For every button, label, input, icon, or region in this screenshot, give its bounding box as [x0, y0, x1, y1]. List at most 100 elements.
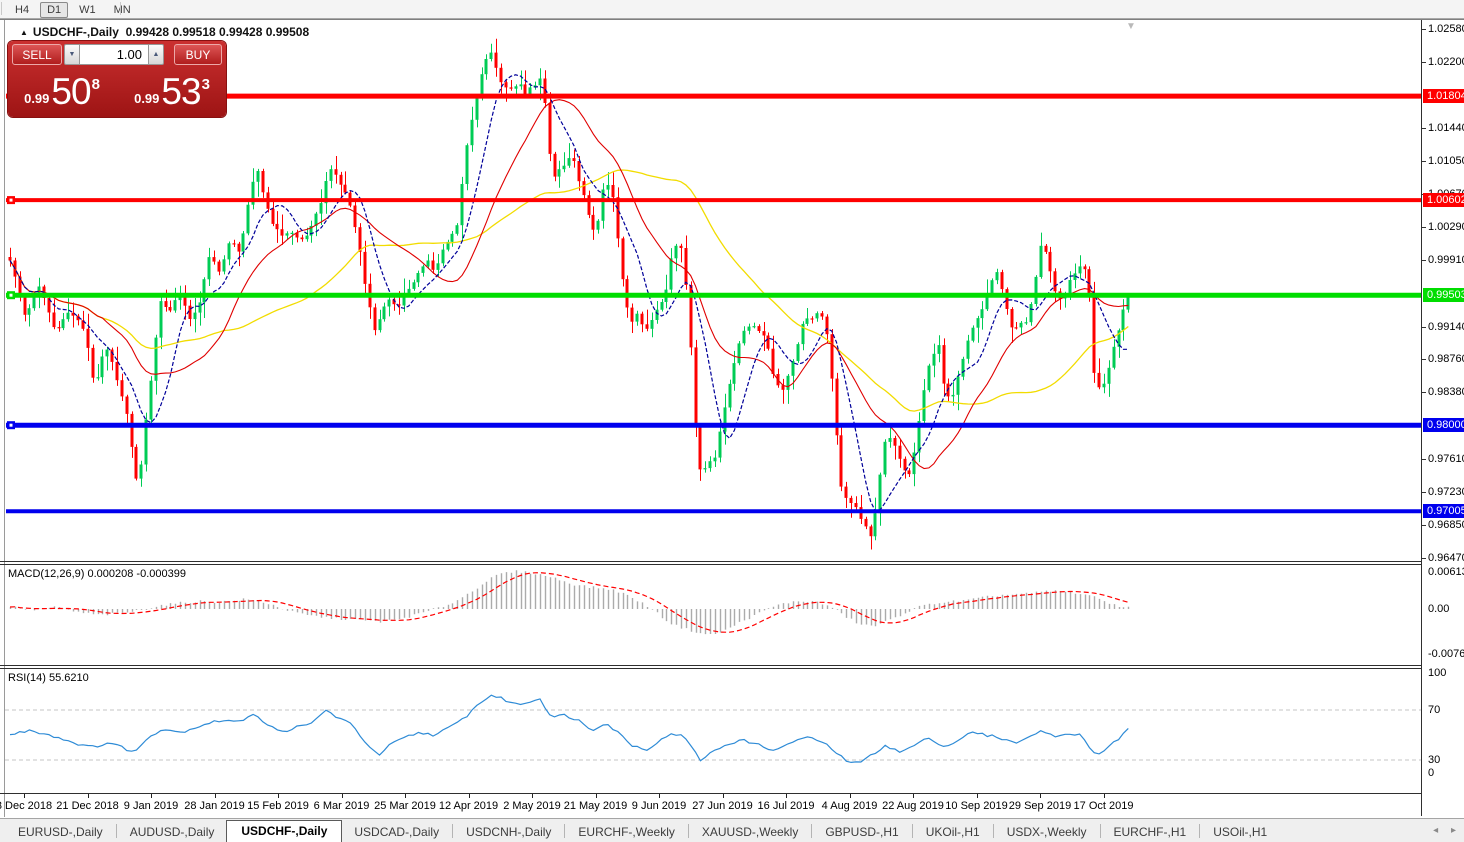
buy-price[interactable]: 0.99 53 3: [118, 67, 226, 115]
timeframe-button-mn[interactable]: MN: [113, 4, 131, 16]
date-label: 16 Jul 2019: [757, 800, 815, 812]
price-tag: 1.01804: [1423, 89, 1464, 104]
chart-tab-xauusd[interactable]: XAUUSD-,Weekly: [701, 825, 799, 839]
timeframe-button-d1[interactable]: D1: [40, 2, 69, 18]
axis-tick: [87, 794, 89, 798]
volume-decrease-button[interactable]: ▼: [64, 44, 80, 65]
price-label: 0.99140: [1428, 320, 1464, 333]
chart-tab-usdchf[interactable]: USDCHF-,Daily: [226, 820, 343, 842]
price-chart[interactable]: [5, 21, 1421, 561]
rsi-panel[interactable]: [5, 669, 1421, 793]
price-label: 0.98760: [1428, 353, 1464, 366]
chart-tab-usdcnh[interactable]: USDCNH-,Daily: [466, 825, 552, 839]
chart-header: ▲ USDCHF-,Daily 0.99428 0.99518 0.99428 0…: [20, 25, 309, 39]
price-label: 1.02200: [1428, 55, 1464, 68]
scroll-right-icon[interactable]: ▸: [1450, 825, 1456, 836]
price-label: 1.01440: [1428, 121, 1464, 134]
date-label: 4 Aug 2019: [821, 800, 878, 812]
tab-separator: [911, 824, 913, 838]
sell-button[interactable]: SELL: [12, 44, 62, 65]
axis-tick: [1422, 61, 1426, 63]
chart-tab-usdcad[interactable]: USDCAD-,Daily: [354, 825, 440, 839]
collapse-icon[interactable]: ▲: [20, 28, 28, 37]
chart-shift-icon[interactable]: ▼: [1126, 21, 1136, 32]
ohlc-values: 0.99428 0.99518 0.99428 0.99508: [125, 25, 310, 39]
sell-price-big: 50: [51, 71, 91, 112]
sell-price[interactable]: 0.99 50 8: [8, 67, 116, 115]
axis-tick: [214, 794, 216, 798]
date-label: 10 Sep 2019: [945, 800, 1008, 812]
tab-separator: [564, 824, 566, 838]
axis-tick: [1422, 557, 1426, 559]
panel-divider[interactable]: [0, 665, 1421, 666]
sell-price-prefix: 0.99: [24, 91, 50, 106]
price-label: 0.98380: [1428, 386, 1464, 399]
date-label: 21 May 2019: [563, 800, 628, 812]
axis-tick: [151, 794, 152, 798]
triangle-up-icon: ▲: [152, 51, 160, 58]
chart-tab-gbpusd[interactable]: GBPUSD-,H1: [825, 825, 899, 839]
macd-label: MACD(12,26,9) 0.000208 -0.000399: [8, 568, 186, 580]
toolbar-grip: [1, 2, 2, 15]
date-label: 6 Mar 2019: [313, 800, 370, 812]
tab-separator: [687, 824, 689, 838]
chart-tab-audusd[interactable]: AUDUSD-,Daily: [129, 825, 215, 839]
chart-tab-eurchf[interactable]: EURCHF-,H1: [1113, 825, 1187, 839]
axis-tick: [1422, 161, 1426, 163]
axis-tick: [659, 794, 660, 798]
macd-panel[interactable]: [5, 565, 1421, 665]
price-label: 0.96470: [1428, 551, 1464, 564]
chart-tab-usdx[interactable]: USDX-,Weekly: [1006, 825, 1087, 839]
panel-divider: [0, 668, 1421, 669]
buy-price-big: 53: [161, 71, 201, 112]
axis-tick: [341, 794, 343, 798]
timeframe-buttons: H4 D1 W1 MN: [6, 0, 140, 18]
axis-tick: [1422, 359, 1426, 361]
timeframe-button-h4[interactable]: H4: [15, 4, 30, 16]
price-axis[interactable]: 1.025801.022001.014401.010501.006701.002…: [1422, 20, 1464, 817]
price-tag: 0.99503: [1423, 288, 1464, 303]
chart-window: ▲ USDCHF-,Daily 0.99428 0.99518 0.99428 0…: [0, 19, 1464, 817]
price-label: 1.01050: [1428, 155, 1464, 168]
date-label: 9 Jan 2019: [123, 800, 179, 812]
price-tag: 0.98000: [1423, 418, 1464, 433]
tab-separator: [115, 824, 117, 838]
axis-tick: [1422, 326, 1426, 328]
window-border: [4, 20, 5, 817]
rsi-axis-label: 100: [1428, 666, 1447, 679]
price-label: 1.02580: [1428, 23, 1464, 35]
triangle-down-icon: ▼: [68, 51, 76, 58]
time-axis[interactable]: 3 Dec 2018 21 Dec 2018 9 Jan 2019 28 Jan 20…: [0, 794, 1421, 817]
chart-tab-eurusd[interactable]: EURUSD-,Daily: [18, 825, 103, 839]
axis-tick: [786, 794, 787, 798]
chart-tab-eurchf[interactable]: EURCHF-,Weekly: [578, 825, 675, 839]
buy-button[interactable]: BUY: [174, 44, 222, 65]
date-label: 3 Dec 2018: [0, 800, 53, 812]
chart-tab-ukoil[interactable]: UKOil-,H1: [925, 825, 980, 839]
price-tag: 0.97005: [1423, 504, 1464, 519]
volume-input[interactable]: [80, 44, 148, 65]
axis-tick: [1103, 794, 1105, 798]
scroll-left-icon[interactable]: ◂: [1433, 825, 1439, 836]
tab-separator: [1099, 824, 1101, 838]
axis-tick: [1422, 227, 1426, 229]
chart-tab-usoil[interactable]: USOil-,H1: [1213, 825, 1268, 839]
date-label: 27 Jun 2019: [692, 800, 753, 812]
axis-tick: [468, 794, 470, 798]
price-label: 0.97230: [1428, 485, 1464, 498]
macd-axis-label: 0.00: [1428, 603, 1450, 615]
panel-divider: [0, 564, 1421, 565]
macd-axis-label: 0.00613: [1428, 565, 1464, 578]
axis-tick: [1422, 127, 1426, 129]
buy-price-pip: 3: [201, 76, 210, 93]
volume-increase-button[interactable]: ▲: [148, 44, 164, 65]
chart-tabs: EURUSD-,Daily AUDUSD-,Daily USDCHF-,Daily U…: [6, 819, 1279, 842]
date-label: 22 Aug 2019: [882, 800, 944, 812]
axis-tick: [976, 794, 978, 798]
timeframe-button-w1[interactable]: W1: [79, 4, 96, 16]
macd-axis-label: -0.007612: [1428, 647, 1464, 660]
panel-divider[interactable]: [0, 561, 1421, 562]
tab-scroll-buttons: ◂ ▸: [1423, 825, 1456, 836]
tab-separator: [452, 824, 454, 838]
